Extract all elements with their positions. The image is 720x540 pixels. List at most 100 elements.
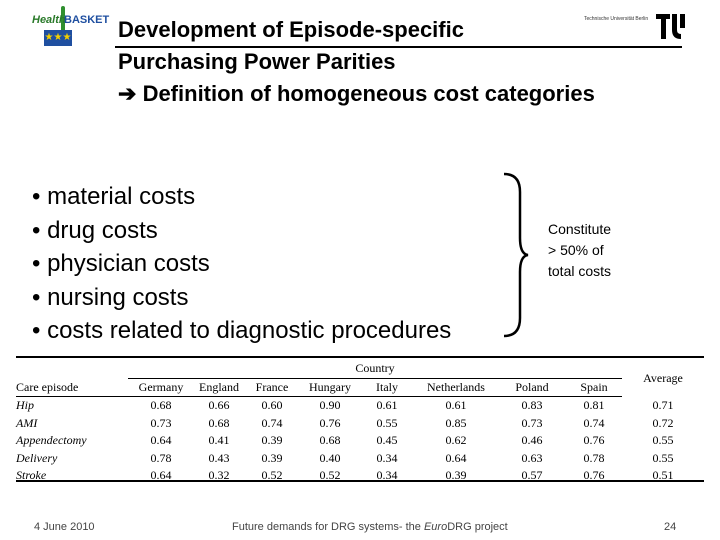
footer-title-prefix: Future demands for DRG systems- the	[232, 521, 424, 533]
value-cell: 0.52	[261, 468, 283, 483]
tu-berlin-logo-icon	[656, 14, 685, 39]
slide-title: Development of Episode-specific Purchasi…	[118, 14, 595, 110]
episode-header: Care episode	[16, 378, 128, 397]
value-cell: 0.34	[376, 450, 398, 465]
value-cell: 0.41	[208, 433, 230, 448]
country-header: Country	[128, 360, 622, 379]
episode-cell: AMI	[16, 415, 38, 430]
table-spacer	[16, 360, 128, 378]
value-cell: 0.83	[521, 398, 543, 413]
brace-note: Constitute > 50% of total costs	[548, 219, 611, 282]
column-header: Germany	[128, 378, 194, 397]
value-cell: 0.61	[445, 398, 467, 413]
value-cell: 0.74	[261, 415, 283, 430]
list-item: • physician costs	[32, 250, 210, 277]
table-bottom-rule	[16, 480, 704, 482]
value-cell: 0.45	[376, 433, 398, 448]
column-header: Spain	[566, 378, 622, 397]
column-header: France	[244, 378, 300, 397]
column-header: Netherlands	[414, 378, 498, 397]
value-cell: 0.78	[150, 450, 172, 465]
title-line-3: ➔ Definition of homogeneous cost categor…	[118, 78, 595, 110]
column-header: Hungary	[300, 378, 360, 397]
footer-title: Future demands for DRG systems- the Euro…	[232, 521, 508, 533]
right-brace	[503, 172, 529, 338]
column-header: Italy	[360, 378, 414, 397]
list-item: • nursing costs	[32, 283, 189, 311]
value-cell: 0.39	[261, 433, 283, 448]
value-cell: 0.34	[376, 468, 398, 483]
value-cell: 0.55	[376, 415, 398, 430]
footer-date: 4 June 2010	[34, 521, 95, 533]
value-cell: 0.90	[319, 398, 341, 413]
value-cell: 0.39	[261, 450, 283, 465]
episode-cell: Delivery	[16, 450, 58, 465]
table-row: Hip 0.68 0.66 0.60 0.90 0.61 0.61 0.83 0…	[16, 397, 704, 415]
ppp-table: Country Average Care episode Germany Eng…	[16, 360, 704, 485]
value-cell: 0.43	[208, 450, 230, 465]
eu-flag-icon: ★★★	[44, 30, 72, 46]
table-row: Stroke 0.64 0.32 0.52 0.52 0.34 0.39 0.5…	[16, 467, 704, 485]
episode-cell: Appendectomy	[16, 433, 87, 448]
healthbasket-logo: Health BASKET ★★★	[30, 6, 116, 46]
average-cell: 0.55	[652, 450, 674, 465]
value-cell: 0.81	[583, 398, 605, 413]
average-cell: 0.72	[652, 415, 674, 430]
arrow-icon: ➔	[118, 81, 137, 106]
value-cell: 0.74	[583, 415, 605, 430]
value-cell: 0.46	[521, 433, 543, 448]
footer-title-italic: Euro	[423, 521, 448, 533]
average-header: Average	[643, 370, 683, 385]
value-cell: 0.85	[445, 415, 467, 430]
table-row: AMI 0.73 0.68 0.74 0.76 0.55 0.85 0.73 0…	[16, 415, 704, 433]
column-header: Poland	[498, 378, 566, 397]
list-item: • costs related to diagnostic procedures	[32, 317, 452, 344]
footer-title-suffix: DRG project	[447, 521, 508, 533]
value-cell: 0.76	[319, 415, 341, 430]
table-row: Delivery 0.78 0.43 0.39 0.40 0.34 0.64 0…	[16, 450, 704, 468]
table-top-rule	[16, 356, 704, 358]
value-cell: 0.68	[208, 415, 230, 430]
university-name: Technische Universität Berlin	[584, 16, 649, 22]
logo-word-basket: BASKET	[64, 14, 110, 26]
table-row: Appendectomy 0.64 0.41 0.39 0.68 0.45 0.…	[16, 432, 704, 450]
list-item: • material costs	[32, 183, 196, 210]
note-line-2: > 50% of	[548, 242, 604, 258]
note-line-3: total costs	[548, 263, 612, 279]
value-cell: 0.63	[521, 450, 543, 465]
value-cell: 0.66	[208, 398, 230, 413]
value-cell: 0.60	[261, 398, 283, 413]
value-cell: 0.76	[583, 468, 605, 483]
list-item: • drug costs	[32, 216, 158, 244]
logo-word-health: Health	[32, 14, 66, 26]
value-cell: 0.57	[521, 468, 543, 483]
average-cell: 0.71	[652, 398, 674, 412]
value-cell: 0.73	[150, 415, 172, 430]
cost-category-list: • material costs • drug costs • physicia…	[32, 180, 451, 348]
header-divider	[115, 46, 682, 48]
page-number: 24	[664, 521, 677, 533]
value-cell: 0.64	[445, 450, 467, 465]
value-cell: 0.73	[521, 415, 543, 430]
value-cell: 0.68	[319, 433, 341, 448]
column-header: England	[194, 378, 244, 397]
value-cell: 0.64	[150, 468, 172, 483]
average-cell: 0.51	[652, 468, 674, 483]
episode-cell: Stroke	[16, 468, 47, 483]
value-cell: 0.64	[150, 433, 172, 448]
value-cell: 0.52	[319, 468, 341, 483]
value-cell: 0.61	[376, 398, 398, 413]
title-line-3-text: Definition of homogeneous cost categorie…	[142, 81, 595, 106]
title-line-2: Purchasing Power Parities	[118, 49, 396, 74]
average-cell: 0.55	[652, 433, 674, 448]
value-cell: 0.32	[208, 468, 230, 483]
episode-cell: Hip	[16, 398, 34, 413]
value-cell: 0.40	[319, 450, 341, 465]
title-line-1: Development of Episode-specific	[118, 17, 464, 42]
value-cell: 0.76	[583, 433, 605, 448]
value-cell: 0.68	[150, 398, 172, 413]
logo-bar	[61, 6, 65, 36]
value-cell: 0.39	[445, 468, 467, 483]
note-line-1: Constitute	[548, 221, 612, 237]
value-cell: 0.62	[445, 433, 467, 448]
